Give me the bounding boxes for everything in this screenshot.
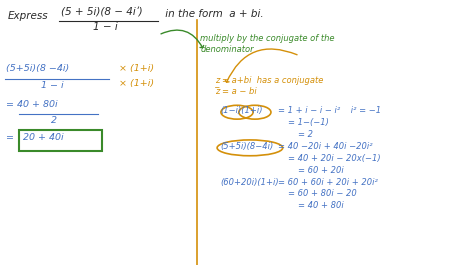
Text: = 40 −20i + 40i −20i²: = 40 −20i + 40i −20i² xyxy=(278,142,373,151)
Text: 1 − i: 1 − i xyxy=(93,22,118,32)
Text: = 60 + 20i: = 60 + 20i xyxy=(298,166,343,175)
Text: × (1+i): × (1+i) xyxy=(118,78,154,88)
Text: = 1 + i − i − i²    i² = −1: = 1 + i − i − i² i² = −1 xyxy=(278,106,381,115)
Text: = 2: = 2 xyxy=(298,130,313,139)
Text: Express: Express xyxy=(8,11,48,21)
Text: =: = xyxy=(6,133,18,142)
Text: multiply by the conjugate of the: multiply by the conjugate of the xyxy=(200,34,335,43)
Text: (5 + 5i)(8 − 4iʹ): (5 + 5i)(8 − 4iʹ) xyxy=(61,7,143,17)
Text: = 40 + 80i: = 40 + 80i xyxy=(6,100,58,109)
Text: z̅ = a − bi: z̅ = a − bi xyxy=(215,88,257,97)
Text: z = a+bi  has a conjugate: z = a+bi has a conjugate xyxy=(215,76,323,85)
Text: × (1+i): × (1+i) xyxy=(118,64,154,73)
Text: denominator: denominator xyxy=(200,45,254,54)
Text: 20 + 40i: 20 + 40i xyxy=(23,133,64,142)
Text: = 40 + 20i − 20x(−1): = 40 + 20i − 20x(−1) xyxy=(288,154,380,163)
Text: (5+5i)(8 −4i): (5+5i)(8 −4i) xyxy=(6,64,70,73)
Text: = 60 + 80i − 20: = 60 + 80i − 20 xyxy=(288,189,356,198)
Text: = 60 + 60i + 20i + 20i²: = 60 + 60i + 20i + 20i² xyxy=(278,177,378,186)
Text: in the form  a + bi.: in the form a + bi. xyxy=(163,9,264,19)
Text: (1−i)(1+i): (1−i)(1+i) xyxy=(220,106,263,115)
Text: 1 − i: 1 − i xyxy=(41,81,64,90)
Text: = 40 + 80i: = 40 + 80i xyxy=(298,201,343,210)
Text: = 1−(−1): = 1−(−1) xyxy=(288,118,328,127)
Text: (60+20i)(1+i): (60+20i)(1+i) xyxy=(220,177,279,186)
Text: 2: 2 xyxy=(51,116,57,125)
Text: (5+5i)(8−4i): (5+5i)(8−4i) xyxy=(220,142,273,151)
